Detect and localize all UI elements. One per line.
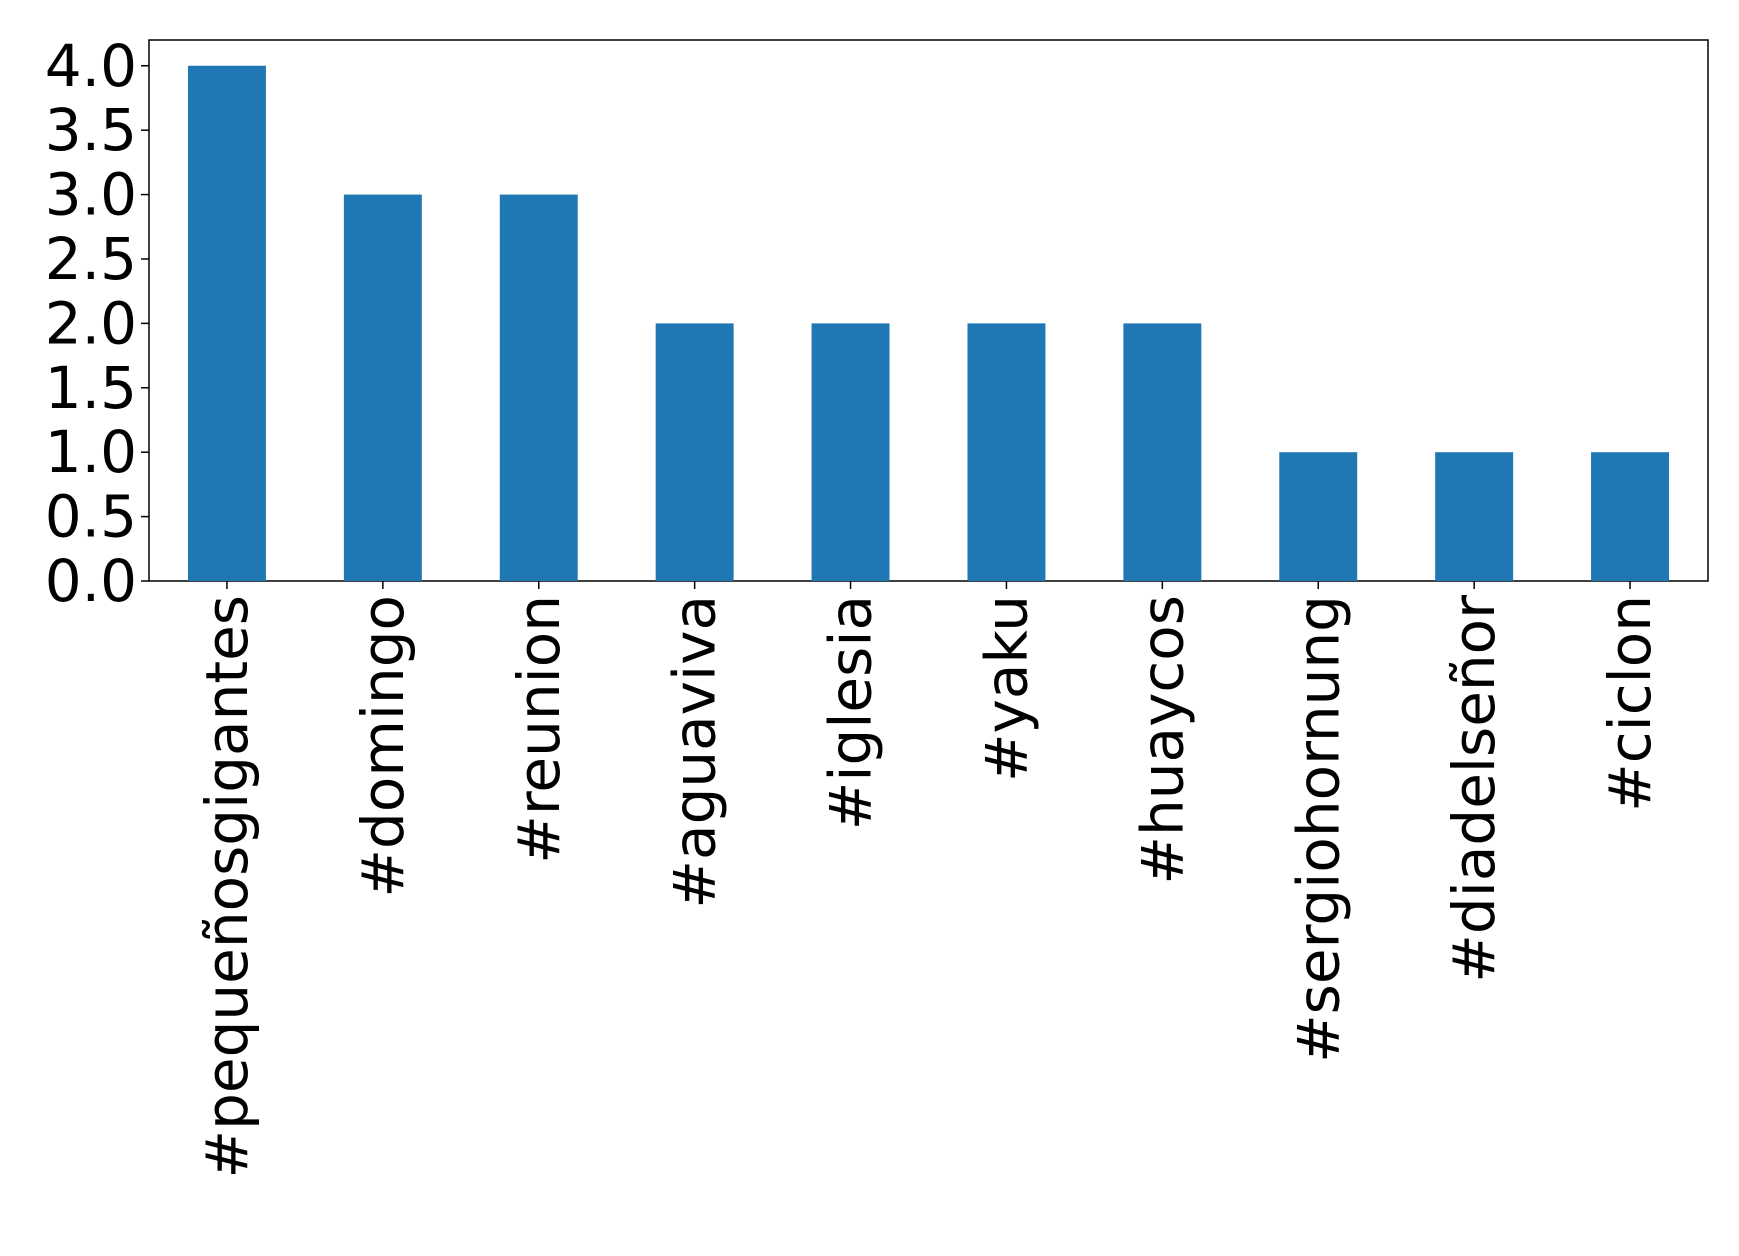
bar [1279, 452, 1358, 581]
x-tick-label: #iglesia [817, 595, 885, 830]
x-tick-label: #yaku [972, 595, 1040, 782]
y-tick-label: 0.0 [45, 547, 137, 615]
y-tick-label: 4.0 [45, 32, 137, 100]
y-tick-label: 1.5 [45, 354, 137, 422]
y-tick-label: 2.5 [45, 225, 137, 293]
x-tick-label: #pequeñosgigantes [193, 595, 261, 1179]
x-tick-label: #reunion [505, 595, 573, 864]
y-tick-label: 3.5 [45, 96, 137, 164]
bar [343, 194, 422, 582]
x-tick-label: #domingo [349, 595, 417, 898]
bar [811, 323, 890, 581]
bar [655, 323, 734, 581]
y-tick-label: 3.0 [45, 161, 137, 229]
x-tick-label: #sergiohornung [1284, 595, 1352, 1063]
bar [1123, 323, 1202, 581]
bar [967, 323, 1046, 581]
y-tick-label: 0.5 [45, 483, 137, 551]
x-tick-label: #aguaviva [661, 595, 729, 909]
bar [187, 65, 266, 581]
bar [499, 194, 578, 582]
x-tick-label: #diadelseñor [1440, 595, 1508, 983]
y-tick-label: 1.0 [45, 418, 137, 486]
bar [1591, 452, 1670, 581]
bar [1435, 452, 1514, 581]
x-tick-label: #huaycos [1128, 595, 1196, 885]
x-tick-label: #ciclon [1596, 595, 1664, 812]
plot-frame [148, 39, 1709, 582]
y-tick-label: 2.0 [45, 289, 137, 357]
